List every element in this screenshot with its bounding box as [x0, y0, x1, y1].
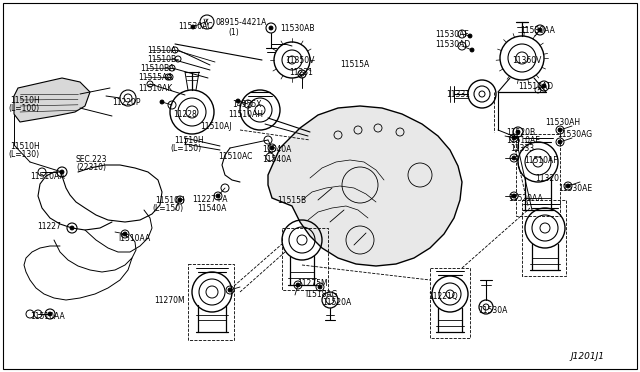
Text: 11331: 11331 [446, 90, 470, 99]
Text: 11510H: 11510H [174, 136, 204, 145]
Text: 11227: 11227 [37, 222, 61, 231]
Circle shape [558, 140, 562, 144]
Circle shape [566, 184, 570, 188]
Text: 11530AH: 11530AH [545, 118, 580, 127]
Text: 11221Q: 11221Q [428, 292, 458, 301]
Text: 11515B: 11515B [277, 196, 306, 205]
Text: 11520B: 11520B [506, 128, 535, 137]
Text: (L=150): (L=150) [152, 204, 183, 213]
Text: 11350V: 11350V [285, 56, 314, 65]
Text: 11520A: 11520A [322, 298, 351, 307]
Text: 11510H: 11510H [10, 96, 40, 105]
Text: 11530A: 11530A [478, 306, 508, 315]
Circle shape [468, 34, 472, 38]
Text: 11510AF: 11510AF [524, 156, 557, 165]
Text: 11228: 11228 [173, 110, 196, 119]
Text: 11510AA: 11510AA [30, 312, 65, 321]
Text: 11320: 11320 [535, 174, 559, 183]
Circle shape [512, 156, 516, 160]
Text: 11510AD: 11510AD [518, 82, 553, 91]
Circle shape [558, 128, 562, 132]
Circle shape [60, 170, 64, 174]
Text: 11515A: 11515A [340, 60, 369, 69]
Text: 11530AE: 11530AE [558, 184, 592, 193]
Text: I1518AG: I1518AG [305, 290, 337, 299]
Polygon shape [268, 106, 462, 266]
Text: 11227+A: 11227+A [192, 195, 227, 204]
Text: 14955X: 14955X [232, 100, 262, 109]
Text: 11540A: 11540A [262, 155, 291, 164]
Circle shape [236, 99, 240, 103]
Bar [430, 268, 470, 338]
Text: (22310): (22310) [76, 163, 106, 172]
Circle shape [178, 198, 182, 202]
Circle shape [269, 26, 273, 30]
Circle shape [270, 146, 274, 150]
Text: 11510AA: 11510AA [30, 172, 65, 181]
Text: 11220P: 11220P [112, 98, 141, 107]
Text: I1510AA: I1510AA [118, 234, 150, 243]
Text: 11510BA: 11510BA [140, 64, 174, 73]
Text: J1201J1: J1201J1 [570, 352, 604, 361]
Circle shape [70, 226, 74, 230]
Circle shape [542, 84, 546, 88]
Text: 11510AE: 11510AE [506, 136, 540, 145]
Text: 11270M: 11270M [154, 296, 184, 305]
Circle shape [48, 312, 52, 316]
Circle shape [160, 100, 164, 104]
Text: (L=100): (L=100) [8, 104, 39, 113]
Circle shape [123, 232, 127, 236]
Text: 11530AG: 11530AG [557, 130, 592, 139]
Text: 11530AA: 11530AA [520, 26, 555, 35]
Polygon shape [14, 78, 90, 122]
Circle shape [228, 288, 232, 292]
Text: 11530AC: 11530AC [178, 22, 212, 31]
Bar [188, 264, 234, 340]
Text: 11510AJ: 11510AJ [200, 122, 232, 131]
Circle shape [512, 194, 516, 198]
Text: 11333: 11333 [510, 144, 534, 153]
Circle shape [191, 25, 195, 29]
Text: 11515AA: 11515AA [138, 73, 173, 82]
Text: 11510B: 11510B [147, 55, 176, 64]
Circle shape [216, 194, 220, 198]
Text: 11540A: 11540A [262, 145, 291, 154]
Circle shape [516, 130, 520, 134]
Text: 11520AA: 11520AA [508, 194, 543, 203]
Text: 08915-4421A: 08915-4421A [215, 18, 266, 27]
Text: 11510AH: 11510AH [228, 110, 263, 119]
Text: 11540A: 11540A [197, 204, 227, 213]
Circle shape [296, 283, 300, 287]
Text: 11530AB: 11530AB [280, 24, 314, 33]
Text: 11275M: 11275M [297, 279, 328, 288]
Bar [516, 134, 560, 216]
Text: 11510A: 11510A [147, 46, 176, 55]
Text: 11510H: 11510H [155, 196, 185, 205]
Text: 11510AK: 11510AK [138, 84, 172, 93]
Text: 11530AD: 11530AD [435, 40, 470, 49]
Text: 11510H: 11510H [10, 142, 40, 151]
Circle shape [512, 136, 516, 140]
Circle shape [318, 285, 322, 289]
Text: (1): (1) [228, 28, 239, 37]
Text: 11360V: 11360V [512, 56, 541, 65]
Text: (L=150): (L=150) [170, 144, 201, 153]
Bar [522, 200, 566, 276]
Text: (L=130): (L=130) [8, 150, 39, 159]
Text: SEC.223: SEC.223 [76, 155, 108, 164]
Circle shape [538, 28, 542, 32]
Circle shape [470, 48, 474, 52]
Text: 11231: 11231 [289, 68, 313, 77]
Bar [282, 228, 328, 290]
Text: 11510AC: 11510AC [218, 152, 252, 161]
Text: 11530AF: 11530AF [435, 30, 468, 39]
